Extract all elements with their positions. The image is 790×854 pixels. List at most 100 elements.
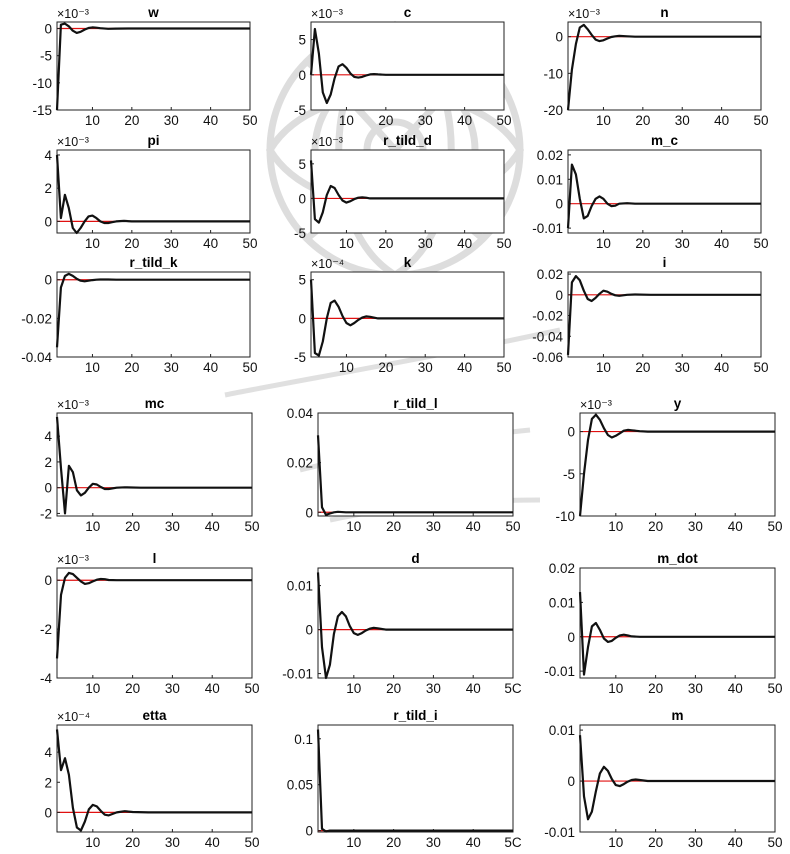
x-tick-label: 10 [85, 835, 100, 850]
x-tick-label: 40 [466, 519, 481, 534]
x-tick-label: 40 [457, 236, 472, 251]
y-tick-label: 0.04 [287, 406, 314, 421]
x-tick-label: 50 [753, 360, 768, 375]
x-tick-label: 10 [596, 113, 611, 128]
y-tick-label: 0.02 [537, 148, 563, 163]
panel-title: w [147, 5, 159, 20]
x-tick-label: 10 [346, 681, 361, 696]
y-tick-label: 0.01 [549, 723, 575, 738]
y-tick-label: 0 [305, 623, 313, 638]
y-tick-label: -0.06 [532, 350, 563, 365]
y-tick-label: -5 [40, 49, 52, 64]
y-tick-label: 0 [44, 481, 52, 496]
y-tick-label: 0.01 [287, 579, 313, 594]
panel-title: etta [142, 708, 166, 723]
x-tick-label: 40 [457, 113, 472, 128]
impulse-response-line [309, 279, 504, 357]
x-tick-label: 10 [339, 360, 354, 375]
x-tick-label: 40 [728, 681, 743, 696]
y-tick-label: 2 [44, 181, 52, 196]
panel-title: mc [145, 396, 165, 411]
x-tick-label: 10 [85, 519, 100, 534]
plot-frame [567, 271, 762, 358]
panel-title: m [671, 708, 683, 723]
x-tick-label: 5C [504, 835, 522, 850]
x-tick-label: 30 [688, 519, 703, 534]
plot-frame [317, 412, 514, 517]
x-tick-label: 50 [242, 360, 257, 375]
x-tick-label: 20 [648, 681, 663, 696]
impulse-response-line [316, 729, 513, 833]
x-tick-label: 20 [635, 113, 650, 128]
x-tick-label: 20 [124, 113, 139, 128]
impulse-response-line [316, 435, 513, 516]
x-tick-label: 20 [386, 519, 401, 534]
x-tick-label: 40 [205, 519, 220, 534]
y-tick-label: 0 [44, 214, 52, 229]
x-tick-label: 10 [608, 835, 623, 850]
panel-title: y [674, 396, 682, 411]
y-tick-label: -5 [563, 467, 575, 482]
y-tick-label: -15 [32, 103, 52, 118]
y-tick-label: 5 [298, 33, 306, 48]
panel-title: pi [148, 133, 160, 148]
y-tick-label: 0 [555, 288, 563, 303]
axis-exponent-label: ×10⁻³ [57, 135, 89, 149]
y-tick-label: 5 [298, 157, 306, 172]
y-tick-label: 0.01 [537, 172, 563, 187]
x-tick-label: 40 [203, 113, 218, 128]
axis-exponent-label: ×10⁻³ [311, 7, 343, 21]
x-tick-label: 30 [418, 236, 433, 251]
axis-exponent-label: ×10⁻³ [57, 398, 89, 412]
x-tick-label: 40 [457, 360, 472, 375]
x-tick-label: 30 [675, 236, 690, 251]
y-tick-label: 4 [44, 429, 52, 444]
y-tick-label: -0.01 [544, 825, 575, 840]
x-tick-label: 30 [688, 681, 703, 696]
x-tick-label: 10 [339, 113, 354, 128]
x-tick-label: 50 [753, 113, 768, 128]
x-tick-label: 20 [635, 360, 650, 375]
x-tick-label: 20 [125, 835, 140, 850]
x-tick-label: 40 [203, 360, 218, 375]
x-tick-label: 50 [496, 113, 511, 128]
x-tick-label: 10 [608, 681, 623, 696]
plot-frame [579, 412, 776, 517]
y-tick-label: -4 [40, 671, 52, 686]
y-tick-label: 0.05 [287, 778, 313, 793]
x-tick-label: 40 [466, 835, 481, 850]
impulse-response-line [55, 272, 250, 348]
y-tick-label: -0.02 [21, 311, 52, 326]
x-tick-label: 50 [242, 113, 257, 128]
impulse-response-line [566, 275, 761, 355]
panel-title: m_dot [657, 551, 698, 566]
x-tick-label: 50 [496, 236, 511, 251]
y-tick-label: 0 [44, 573, 52, 588]
y-tick-label: 0 [44, 22, 52, 37]
x-tick-label: 20 [635, 236, 650, 251]
x-tick-label: 10 [85, 113, 100, 128]
x-tick-label: 30 [165, 835, 180, 850]
y-tick-label: 0 [298, 311, 306, 326]
x-tick-label: 10 [346, 835, 361, 850]
x-tick-label: 20 [378, 360, 393, 375]
x-tick-label: 30 [165, 519, 180, 534]
impulse-response-line [55, 571, 252, 659]
y-tick-label: -5 [294, 350, 306, 365]
x-tick-label: 10 [339, 236, 354, 251]
y-tick-label: 0.02 [287, 456, 313, 471]
plot-frame [567, 149, 762, 234]
y-tick-label: 5 [298, 273, 306, 288]
x-tick-label: 30 [418, 113, 433, 128]
panel-title: r_tild_d [383, 133, 432, 148]
panel-title: i [663, 255, 667, 270]
plot-frame [317, 567, 514, 679]
